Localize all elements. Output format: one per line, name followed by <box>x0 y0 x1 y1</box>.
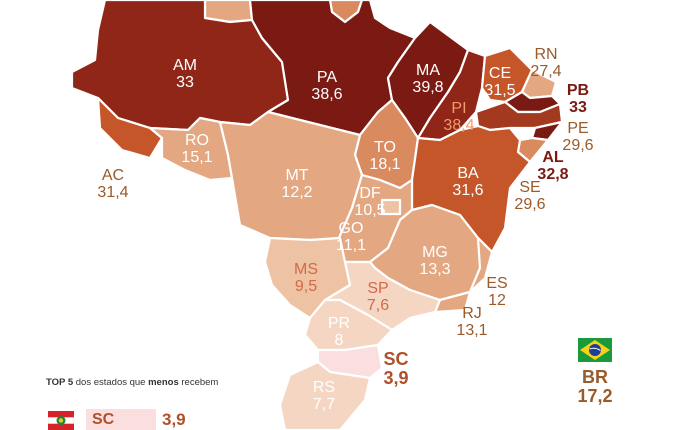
label-pa: PA 38,6 <box>311 69 343 103</box>
label-pi: PI 38,4 <box>443 100 475 134</box>
label-mg: MG 13,3 <box>419 244 451 278</box>
label-pb: PB 33 <box>566 82 590 116</box>
state-ac[interactable] <box>96 96 164 160</box>
label-rj: RJ 13,1 <box>456 305 488 339</box>
label-pr: PR 8 <box>327 315 351 349</box>
label-ba: BA 31,6 <box>452 165 484 199</box>
label-ce: CE 31,5 <box>484 65 516 99</box>
legend-title: TOP 5 dos estados que menos recebem <box>46 377 219 388</box>
label-mt: MT 12,2 <box>281 167 313 201</box>
santa-catarina-flag-icon <box>48 411 74 430</box>
state-df[interactable] <box>380 198 402 216</box>
legend-first-value: 3,9 <box>162 410 186 429</box>
national-value: 17,2 <box>577 385 613 406</box>
label-al: AL 32,8 <box>537 149 569 183</box>
label-es: ES 12 <box>486 275 508 309</box>
national-code: BR <box>581 367 608 387</box>
label-pe: PE 29,6 <box>562 120 594 154</box>
label-go: GO 11,1 <box>336 220 366 254</box>
label-rn: RN 27,4 <box>530 46 562 80</box>
label-am: AM 33 <box>173 57 197 91</box>
label-df: DF 10,5 <box>354 185 386 219</box>
label-se: SE 29,6 <box>514 179 546 213</box>
label-ms: MS 9,5 <box>294 261 318 295</box>
label-rs: RS 7,7 <box>312 379 336 413</box>
label-ma: MA 39,8 <box>412 62 444 96</box>
state-pr[interactable] <box>303 298 394 352</box>
legend-first-item: SC <box>86 409 156 430</box>
national-average: BR 17,2 <box>577 368 612 406</box>
brazil-flag-icon <box>578 338 612 362</box>
label-to: TO 18,1 <box>369 139 401 173</box>
label-ro: RO 15,1 <box>181 132 213 166</box>
label-sp: SP 7,6 <box>366 280 390 314</box>
state-rs[interactable] <box>278 360 372 430</box>
state-es[interactable] <box>468 236 494 294</box>
label-ac: AC 31,4 <box>97 167 129 201</box>
label-sc: SC 3,9 <box>383 349 409 388</box>
